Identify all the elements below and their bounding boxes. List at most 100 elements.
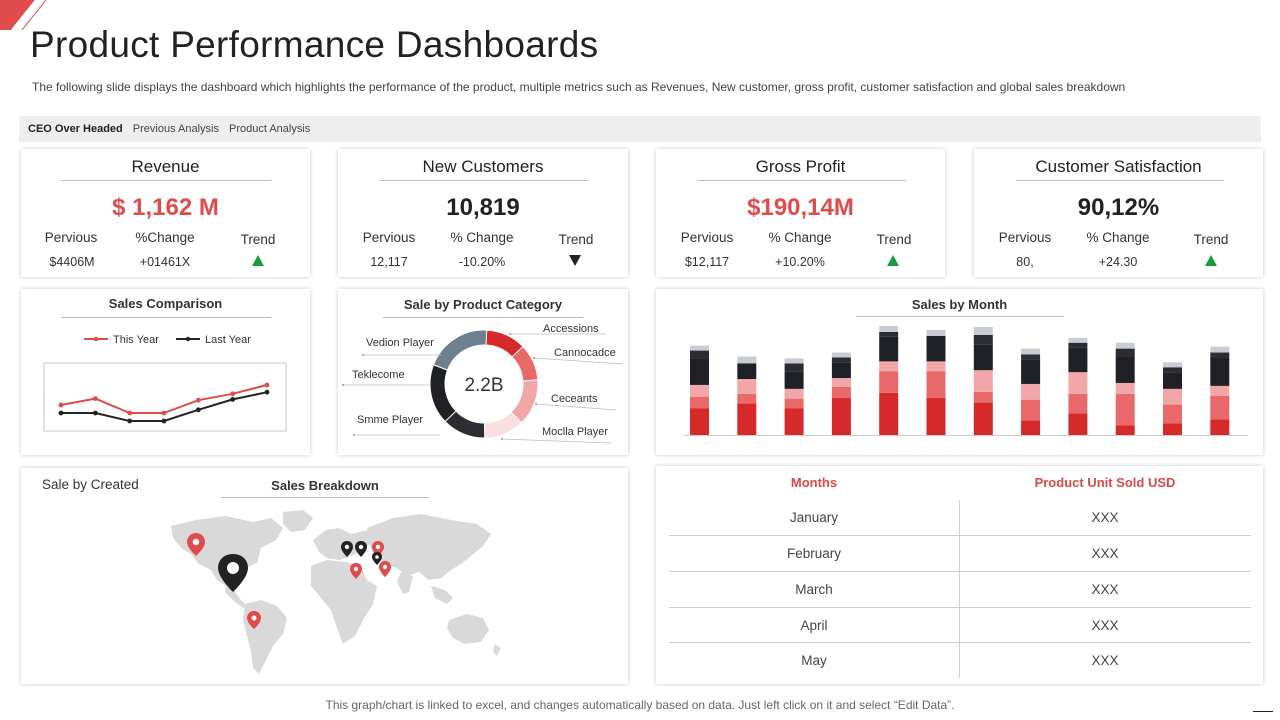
table-cell-value: XXX	[1091, 618, 1119, 633]
data-point	[161, 418, 167, 424]
bar-segment	[973, 334, 993, 345]
table-cell-month: February	[786, 546, 842, 561]
tab-bar: CEO Over Headed Previous Analysis Produc…	[19, 116, 1261, 142]
bar-segment	[1210, 346, 1230, 353]
table-cell-value: XXX	[1091, 582, 1119, 597]
location-pin-icon[interactable]	[350, 563, 362, 579]
bar-segment	[831, 386, 851, 398]
slice-label: Smme Player	[357, 414, 423, 426]
bar-segment	[1115, 393, 1135, 426]
title-underline	[383, 317, 583, 318]
kpi-change-label: % Change	[768, 230, 832, 245]
kpi-prev-value: $4406M	[49, 255, 95, 269]
map-southeast-asia	[431, 586, 453, 604]
bar-segment	[784, 388, 804, 399]
bar-segment	[1115, 348, 1135, 357]
kpi-change-value: +24.30	[1098, 255, 1138, 269]
trend-up-icon	[252, 255, 264, 266]
bar-segment	[879, 331, 899, 337]
bar-segment	[973, 402, 993, 435]
bar-segment	[973, 391, 993, 403]
location-pin-icon[interactable]	[187, 533, 205, 556]
title-underline	[698, 180, 906, 181]
tab-ceo-over-headed[interactable]: CEO Over Headed	[28, 123, 123, 135]
data-point	[58, 410, 64, 416]
bar-segment	[784, 363, 804, 372]
bar-segment	[926, 329, 946, 336]
slice-label: Cannocadce	[554, 347, 616, 359]
sales-by-month-chart[interactable]	[656, 289, 1263, 455]
map-central-america	[225, 586, 247, 608]
location-pin-icon[interactable]	[372, 552, 382, 565]
svg-text:Last Year: Last Year	[205, 334, 251, 346]
map-australia	[447, 614, 489, 644]
table-cell-month: January	[789, 510, 839, 525]
kpi-card-customer-satisfaction: Customer Satisfaction 90,12% Pervious 80…	[974, 149, 1263, 277]
bar-segment	[926, 361, 946, 372]
data-point	[264, 389, 270, 395]
chart-title: Sales by Month	[911, 297, 1008, 312]
kpi-title: Gross Profit	[755, 157, 846, 176]
bar-segment	[690, 408, 709, 435]
kpi-change-value: +10.20%	[775, 255, 825, 269]
location-pin-icon[interactable]	[341, 541, 353, 557]
tab-previous-analysis[interactable]: Previous Analysis	[132, 123, 219, 135]
bar-segment	[973, 370, 993, 392]
bar-segment	[690, 358, 709, 385]
bar-segment	[1115, 425, 1135, 435]
data-point	[195, 397, 201, 403]
location-pin-icon[interactable]	[355, 541, 367, 557]
table-cell-value: XXX	[1091, 546, 1119, 561]
sales-comparison-chart[interactable]: This Year Last Year	[21, 289, 310, 455]
map-africa	[311, 560, 377, 644]
footer-note: This graph/chart is linked to excel, and…	[325, 698, 955, 712]
bar-segment	[1021, 399, 1041, 421]
label-leader	[533, 357, 624, 365]
table-cell-month: April	[800, 618, 828, 633]
bar-segment	[1210, 419, 1230, 435]
kpi-change-label: % Change	[1086, 230, 1150, 245]
title-underline	[380, 180, 588, 181]
trend-down-icon	[569, 255, 581, 266]
bar-segment	[879, 371, 899, 393]
table-row-divider	[669, 607, 1251, 608]
donut-slice	[429, 364, 457, 423]
kpi-prev-label: Pervious	[44, 230, 98, 245]
tab-product-analysis[interactable]: Product Analysis	[228, 123, 311, 135]
bar-segment	[690, 384, 709, 397]
kpi-prev-value: 80,	[1016, 255, 1034, 269]
data-point	[195, 407, 201, 413]
title-underline	[221, 497, 429, 498]
bar-segment	[926, 371, 946, 398]
bar-segment	[973, 344, 993, 371]
table-cell-value: XXX	[1091, 653, 1119, 668]
product-category-donut[interactable]: Accessions Cannocadce Ceceants Moclla Playe…	[338, 289, 628, 455]
sales-breakdown-title: Sales Breakdown	[271, 478, 379, 493]
map-new-zealand	[493, 644, 501, 656]
bar-segment	[831, 378, 851, 387]
page-subtitle: The following slide displays the dashboa…	[32, 80, 1126, 94]
table-header-months: Months	[790, 475, 838, 490]
bar-segment	[1068, 413, 1088, 435]
location-pin-icon[interactable]	[379, 561, 391, 577]
location-pin-icon[interactable]	[218, 554, 248, 592]
bar-segment	[1021, 348, 1041, 355]
bar-segment	[831, 352, 851, 358]
kpi-card-gross-profit: Gross Profit $190,14M Pervious $12,117 %…	[656, 149, 945, 277]
footer-dash	[1253, 711, 1273, 712]
bar-segment	[784, 398, 804, 409]
bar-segment	[1163, 388, 1182, 405]
data-point	[127, 418, 133, 424]
bar-segment	[1021, 359, 1041, 384]
bar-segment	[784, 408, 804, 435]
title-underline	[61, 180, 271, 181]
table-row-divider	[669, 571, 1251, 572]
kpi-title: Revenue	[131, 157, 200, 176]
bar-segment	[831, 362, 851, 379]
product-category-card: Sale by Product Category Accessions Canno…	[338, 289, 628, 455]
table-row-divider	[669, 642, 1251, 643]
location-pin-icon[interactable]	[247, 611, 261, 629]
bar-segment	[1068, 347, 1088, 373]
bar-segment	[1021, 354, 1041, 360]
bar-segment	[879, 326, 899, 332]
